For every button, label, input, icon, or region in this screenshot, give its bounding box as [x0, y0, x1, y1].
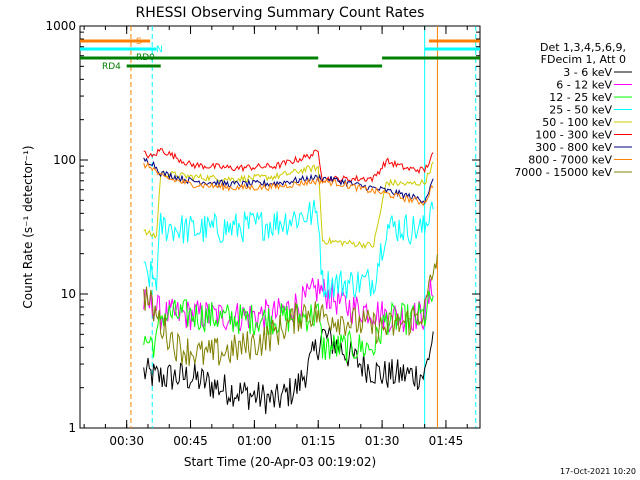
x-tick-label-4: 01:30	[365, 434, 400, 448]
x-tick-label-2: 01:00	[237, 434, 272, 448]
legend-entry-0: 3 - 6 keV	[563, 66, 612, 79]
legend-header-1: FDecim 1, Att 0	[541, 53, 626, 66]
y-tick-label-1: 10	[61, 287, 76, 301]
plot-frame	[79, 25, 481, 429]
series-line-8	[143, 254, 438, 366]
x-tick-label-5: 01:45	[429, 434, 464, 448]
legend-entry-3: 25 - 50 keV	[549, 104, 612, 117]
legend: Det 1,3,4,5,6,9,FDecim 1, Att 03 - 6 keV…	[514, 41, 632, 179]
state-label-s: S	[136, 37, 142, 47]
state-label-rd4: RD4	[102, 62, 121, 72]
y-tick-label-0: 1	[68, 421, 76, 435]
x-tick-label-0: 00:30	[109, 434, 144, 448]
y-tick-label-3: 1000	[45, 19, 76, 33]
legend-entry-5: 100 - 300 keV	[535, 129, 612, 142]
chart-title: RHESSI Observing Summary Count Rates	[136, 5, 425, 21]
legend-entry-2: 12 - 25 keV	[549, 91, 612, 104]
legend-entry-1: 6 - 12 keV	[556, 79, 612, 92]
series-line-7	[143, 161, 434, 207]
axes: 00:30 00:45 01:00 01:15 01:30 01:45 1 10 100 1000	[45, 19, 480, 448]
legend-entry-8: 7000 - 15000 keV	[514, 166, 612, 179]
legend-header-0: Det 1,3,4,5,6,9,	[540, 41, 626, 54]
series-line-0	[143, 326, 434, 415]
legend-entry-7: 800 - 7000 keV	[528, 154, 612, 167]
y-tick-label-2: 100	[53, 153, 76, 167]
state-label-rd0: RD0	[136, 53, 155, 63]
x-axis-label: Start Time (20-Apr-03 00:19:02)	[184, 455, 376, 469]
series-line-6	[143, 157, 434, 205]
legend-entry-6: 300 - 800 keV	[535, 141, 612, 154]
y-axis-label: Count Rate (s⁻¹ detector⁻¹)	[21, 145, 35, 308]
series-line-3	[143, 199, 434, 300]
timestamp: 17-Oct-2021 10:20	[560, 467, 636, 476]
state-label-n: N	[156, 45, 163, 55]
series-layer	[143, 147, 438, 415]
x-tick-label-3: 01:15	[301, 434, 336, 448]
series-line-5	[143, 147, 434, 184]
series-line-2	[143, 290, 434, 363]
x-tick-label-1: 00:45	[173, 434, 208, 448]
legend-entry-4: 50 - 100 keV	[542, 116, 612, 129]
series-line-1	[143, 277, 434, 333]
chart-frame-layer	[79, 25, 481, 429]
